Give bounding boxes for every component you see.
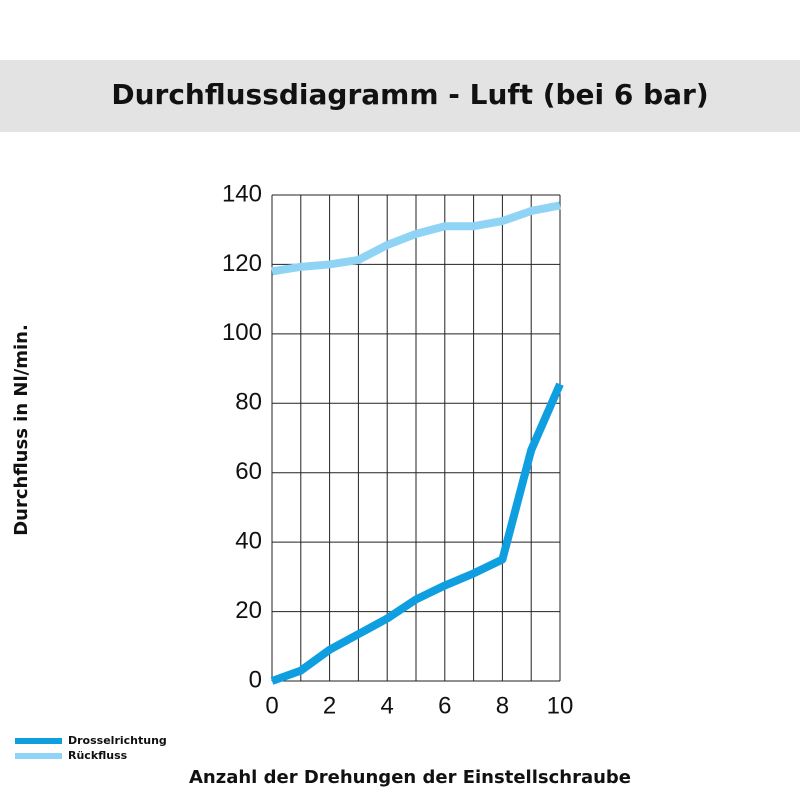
y-tick-label: 140 <box>222 180 262 207</box>
legend-label: Rückfluss <box>68 749 128 762</box>
y-tick-label: 0 <box>249 666 262 693</box>
x-tick-label: 6 <box>438 692 451 719</box>
y-axis-label: Durchfluss in Nl/min. <box>11 324 32 536</box>
x-tick-label: 10 <box>547 692 574 719</box>
legend-label: Drosselrichtung <box>68 734 167 747</box>
data-line <box>270 382 564 685</box>
chart-title: Durchflussdiagramm - Luft (bei 6 bar) <box>111 78 708 111</box>
y-tick-label: 80 <box>235 389 262 416</box>
y-tick-label: 100 <box>222 319 262 346</box>
y-tick-label: 20 <box>235 597 262 624</box>
x-tick-label: 0 <box>265 692 278 719</box>
title-bar <box>0 60 800 132</box>
y-tick-label: 120 <box>222 250 262 277</box>
x-tick-label: 4 <box>381 692 394 719</box>
data-line <box>271 201 561 276</box>
x-tick-label: 2 <box>323 692 336 719</box>
y-tick-label: 60 <box>235 458 262 485</box>
x-axis-label: Anzahl der Drehungen der Einstellschraub… <box>189 767 631 788</box>
y-tick-label: 40 <box>235 527 262 554</box>
x-tick-label: 8 <box>496 692 509 719</box>
